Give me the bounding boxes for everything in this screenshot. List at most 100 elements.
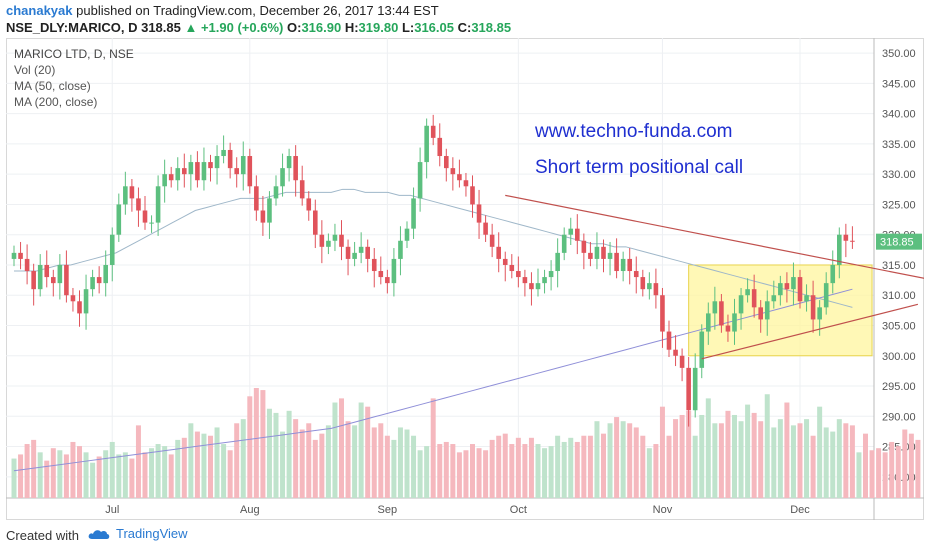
candle-body <box>96 277 102 284</box>
volume-bar <box>404 429 410 498</box>
volume-bar <box>260 390 266 498</box>
candle-body <box>647 283 652 290</box>
volume-bar <box>162 446 168 498</box>
volume-bar <box>863 433 868 498</box>
last-price-tag <box>876 233 922 250</box>
x-tick-label: Dec <box>790 504 810 516</box>
volume-bar <box>692 435 698 498</box>
legend-vol[interactable]: Vol (20) <box>14 63 56 77</box>
candle-body <box>31 271 36 290</box>
volume-bar <box>476 448 482 498</box>
volume-bar <box>889 441 895 498</box>
volume-bar <box>201 433 207 498</box>
candle-body <box>568 228 574 235</box>
candle-body <box>44 264 50 278</box>
volume-bar <box>777 419 783 498</box>
volume-bar <box>686 410 692 498</box>
candle-body <box>771 295 777 302</box>
candle-body <box>352 252 357 259</box>
volume-bar <box>633 427 639 498</box>
volume-bar <box>286 410 292 498</box>
candle-body <box>778 283 783 296</box>
volume-bar <box>790 425 796 498</box>
candle-body <box>280 168 285 187</box>
y-tick-label: 300.00 <box>882 351 916 363</box>
volume-bar <box>57 450 63 498</box>
volume-bar <box>732 414 737 498</box>
candle-body <box>234 168 239 175</box>
candle-body <box>313 210 318 235</box>
volume-bar <box>797 423 803 498</box>
candle-body <box>123 186 128 205</box>
y-tick-label: 325.00 <box>882 199 916 211</box>
volume-bar <box>679 414 685 498</box>
tradingview-cloud-icon <box>88 529 110 539</box>
candle-body <box>208 162 213 169</box>
candle-body <box>633 271 639 278</box>
candle-body <box>463 180 469 187</box>
candle-body <box>11 252 17 259</box>
candle-body <box>70 295 76 302</box>
y-tick-label: 345.00 <box>882 78 916 90</box>
y-tick-label: 310.00 <box>882 290 916 302</box>
price-change: ▲ +1.90 (+0.6%) <box>184 20 284 35</box>
volume-bar <box>391 439 397 498</box>
candle-body <box>719 301 724 326</box>
symbol-label: NSE_DLY:MARICO, D <box>6 20 138 35</box>
volume-bar <box>24 444 30 498</box>
candle-body <box>90 277 95 290</box>
volume-bar <box>535 444 541 498</box>
candle-body <box>830 264 836 284</box>
volume-bar <box>155 444 161 498</box>
annotation-site: www.techno-funda.com <box>535 121 733 142</box>
candle-body <box>502 258 508 265</box>
volume-bar <box>437 444 443 498</box>
volume-bar <box>142 452 148 498</box>
volume-bar <box>673 419 679 498</box>
candle-body <box>162 174 167 187</box>
volume-bar <box>463 450 469 498</box>
candle-body <box>267 198 272 223</box>
candle-body <box>751 289 757 308</box>
volume-bar <box>876 448 882 498</box>
candle-body <box>673 349 678 356</box>
volume-bar <box>181 437 187 498</box>
candle-body <box>319 234 325 247</box>
candle-body <box>417 162 423 199</box>
low-value: 316.05 <box>414 20 454 35</box>
volume-bar <box>411 435 417 498</box>
candle-body <box>293 156 298 181</box>
volume-bar <box>659 406 665 498</box>
candle-body <box>227 149 233 169</box>
volume-bar <box>515 437 521 498</box>
legend-ma200[interactable]: MA (200, close) <box>14 95 98 109</box>
candle-body <box>561 234 567 253</box>
volume-bar <box>424 446 430 498</box>
tradingview-brand-link[interactable]: TradingView <box>88 526 188 541</box>
high-label: H: <box>344 20 359 35</box>
candle-body <box>175 168 181 181</box>
y-tick-label: 295.00 <box>882 381 916 393</box>
volume-bar <box>96 456 102 498</box>
candle-body <box>142 210 148 223</box>
candle-body <box>732 313 737 332</box>
candle-body <box>607 252 613 259</box>
legend-ma50[interactable]: MA (50, close) <box>14 79 91 93</box>
y-tick-label: 350.00 <box>882 48 916 60</box>
volume-bar <box>502 433 508 498</box>
quote-line: NSE_DLY:MARICO, D 318.85 ▲ +1.90 (+0.6%)… <box>6 20 511 35</box>
candle-body <box>404 228 410 241</box>
candle-body <box>640 277 646 290</box>
price-chart[interactable]: 350.00345.00340.00335.00330.00325.00320.… <box>6 38 924 520</box>
chart-panel[interactable] <box>6 38 924 520</box>
volume-bar <box>365 406 371 498</box>
candle-body <box>686 367 691 411</box>
candle-body <box>286 156 292 169</box>
candle-body <box>627 258 632 272</box>
x-tick-label: Oct <box>510 504 527 516</box>
candle-body <box>385 277 390 284</box>
author-link[interactable]: chanakyak <box>6 3 73 18</box>
volume-bar <box>666 435 672 498</box>
candle-body <box>129 186 135 199</box>
volume-bar <box>450 444 456 498</box>
